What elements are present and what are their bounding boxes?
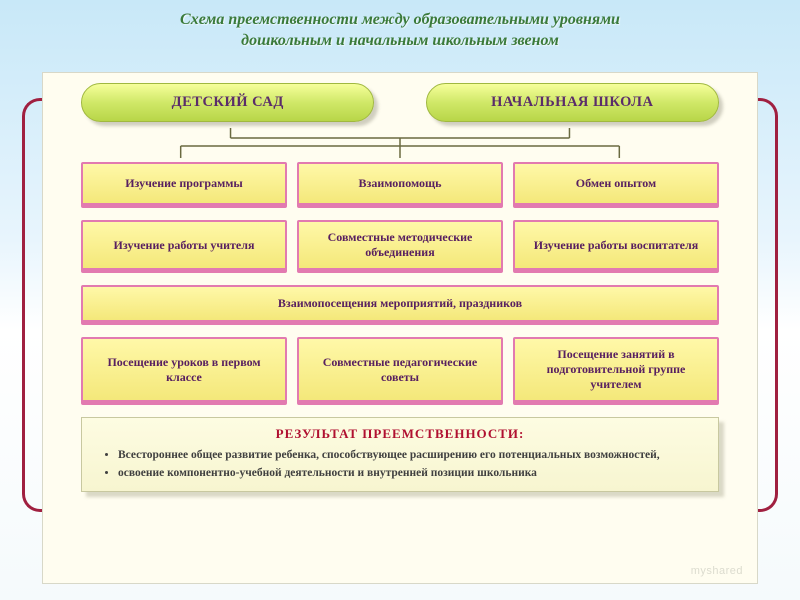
result-item-2: освоение компонентно-учебной деятельност… <box>118 466 700 482</box>
row-b: Изучение работы учителя Совместные метод… <box>81 220 719 273</box>
result-list: Всестороннее общее развитие ребенка, спо… <box>100 448 700 481</box>
cell-teacher-visits-prep-group: Посещение занятий в подготовительной гру… <box>513 337 719 405</box>
connector-lines <box>81 128 719 158</box>
row-c: Посещение уроков в первом классе Совмест… <box>81 337 719 405</box>
cell-study-teacher-work: Изучение работы учителя <box>81 220 287 273</box>
page-title: Схема преемственности между образователь… <box>0 0 800 58</box>
row-a: Изучение программы Взаимопомощь Обмен оп… <box>81 162 719 208</box>
diagram-panel: ДЕТСКИЙ САД НАЧАЛЬНАЯ ШКОЛА Изучение про… <box>42 72 758 584</box>
cell-joint-method-associations: Совместные методические объединения <box>297 220 503 273</box>
result-title: РЕЗУЛЬТАТ ПРЕЕМСТВЕННОСТИ: <box>100 426 700 442</box>
cell-study-program: Изучение программы <box>81 162 287 208</box>
cell-study-educator-work: Изучение работы воспитателя <box>513 220 719 273</box>
title-line-1: Схема преемственности между образователь… <box>30 10 770 31</box>
result-box: РЕЗУЛЬТАТ ПРЕЕМСТВЕННОСТИ: Всестороннее … <box>81 417 719 492</box>
top-pill-primary-school: НАЧАЛЬНАЯ ШКОЛА <box>426 83 719 122</box>
cell-visit-first-grade: Посещение уроков в первом классе <box>81 337 287 405</box>
row-wide: Взаимопосещения мероприятий, праздников <box>81 285 719 325</box>
cell-mutual-event-visits: Взаимопосещения мероприятий, праздников <box>81 285 719 325</box>
cell-mutual-help: Взаимопомощь <box>297 162 503 208</box>
result-item-1: Всестороннее общее развитие ребенка, спо… <box>118 448 700 464</box>
cell-exchange-experience: Обмен опытом <box>513 162 719 208</box>
top-pill-kindergarten: ДЕТСКИЙ САД <box>81 83 374 122</box>
top-row: ДЕТСКИЙ САД НАЧАЛЬНАЯ ШКОЛА <box>81 83 719 122</box>
title-line-2: дошкольным и начальным школьным звеном <box>30 31 770 52</box>
cell-joint-pedagogical-councils: Совместные педагогические советы <box>297 337 503 405</box>
watermark: myshared <box>691 565 743 577</box>
